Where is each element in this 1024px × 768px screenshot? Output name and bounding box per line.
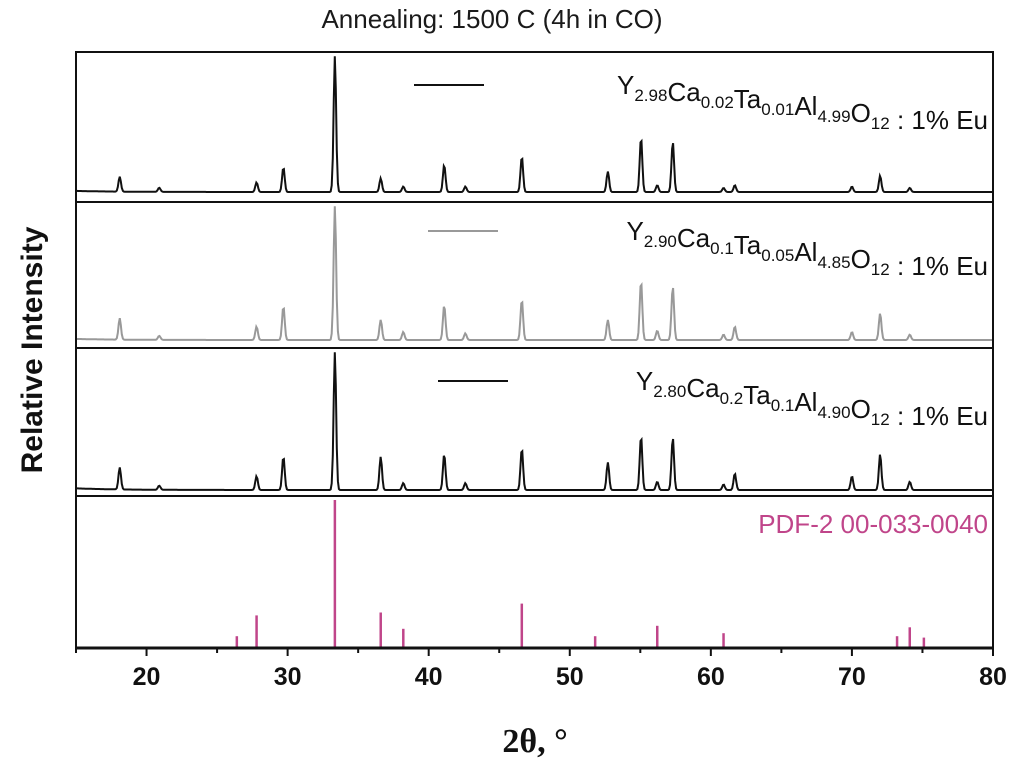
legend-entry-1: Y2.98Ca0.02Ta0.01Al4.99O12 : 1% Eu — [414, 70, 988, 135]
legend-text: : 1% Eu — [890, 105, 988, 135]
panel-2: Y2.90Ca0.1Ta0.05Al4.85O12 : 1% Eu — [75, 206, 993, 341]
legend-text: PDF-2 00-033-0040 — [758, 509, 988, 539]
legend-text: Ta — [743, 380, 771, 410]
x-axis-label: 2θ, ° — [502, 723, 567, 760]
x-tick-label: 20 — [133, 663, 161, 691]
legend-text: Al — [794, 91, 817, 121]
legend-entry-3: Y2.80Ca0.2Ta0.1Al4.90O12 : 1% Eu — [438, 366, 988, 431]
legend-subscript: 0.1 — [771, 396, 795, 415]
panels: Y2.98Ca0.02Ta0.01Al4.99O12 : 1% EuY2.90C… — [75, 56, 993, 648]
legend-subscript: 0.01 — [761, 100, 794, 119]
x-tick-label: 60 — [697, 663, 725, 691]
axes: 20 30 40 50 60 70 80 — [75, 51, 1007, 691]
legend-entry-2: Y2.90Ca0.1Ta0.05Al4.85O12 : 1% Eu — [428, 216, 988, 281]
x-tick-label: 40 — [415, 663, 443, 691]
legend-subscript: 0.05 — [761, 246, 794, 265]
legend-text: Y — [626, 216, 643, 246]
y-axis-label: Relative Intensity — [16, 226, 49, 473]
chart-title: Annealing: 1500 C (4h in CO) — [321, 4, 662, 34]
legend-entry-4: PDF-2 00-033-0040 — [758, 509, 988, 539]
legend-label: Y2.98Ca0.02Ta0.01Al4.99O12 : 1% Eu — [617, 70, 988, 135]
legend-subscript: 2.80 — [653, 382, 686, 401]
legend-subscript: 4.99 — [817, 107, 850, 126]
plot-frame — [75, 51, 994, 649]
x-tick-label: 70 — [838, 663, 866, 691]
legend-text: : 1% Eu — [890, 251, 988, 281]
legend-subscript: 12 — [871, 410, 890, 429]
legend-subscript: 2.90 — [644, 232, 677, 251]
legend-label: Y2.80Ca0.2Ta0.1Al4.90O12 : 1% Eu — [636, 366, 988, 431]
panel-4: PDF-2 00-033-0040 — [235, 500, 988, 648]
series-line — [75, 352, 993, 491]
panel-1: Y2.98Ca0.02Ta0.01Al4.99O12 : 1% Eu — [76, 56, 993, 193]
x-tick-label: 30 — [274, 663, 302, 691]
legend-text: Ca — [686, 373, 720, 403]
series-line — [76, 56, 993, 193]
legend-subscript: 4.85 — [817, 253, 850, 272]
legend-text: : 1% Eu — [890, 401, 988, 431]
x-tick-label: 50 — [556, 663, 584, 691]
series-line — [75, 206, 993, 341]
legend-text: Ca — [677, 223, 711, 253]
legend-subscript: 2.98 — [634, 86, 667, 105]
legend-subscript: 0.2 — [720, 389, 744, 408]
legend-subscript: 4.90 — [817, 403, 850, 422]
legend-text: O — [851, 394, 871, 424]
legend-subscript: 12 — [871, 260, 890, 279]
panel-3: Y2.80Ca0.2Ta0.1Al4.90O12 : 1% Eu — [75, 352, 993, 491]
legend-text: Ca — [667, 77, 701, 107]
legend-text: Ta — [734, 84, 762, 114]
legend-text: Y — [617, 70, 634, 100]
legend-text: O — [851, 98, 871, 128]
legend-text: Al — [794, 387, 817, 417]
legend-text: Y — [636, 366, 653, 396]
legend-subscript: 12 — [871, 114, 890, 133]
legend-label: Y2.90Ca0.1Ta0.05Al4.85O12 : 1% Eu — [626, 216, 988, 281]
legend-text: Al — [794, 237, 817, 267]
legend-label: PDF-2 00-033-0040 — [758, 509, 988, 539]
x-tick-label: 80 — [979, 663, 1007, 691]
legend-subscript: 0.02 — [701, 93, 734, 112]
legend-text: Ta — [734, 230, 762, 260]
legend-text: O — [851, 244, 871, 274]
legend-subscript: 0.1 — [710, 239, 734, 258]
